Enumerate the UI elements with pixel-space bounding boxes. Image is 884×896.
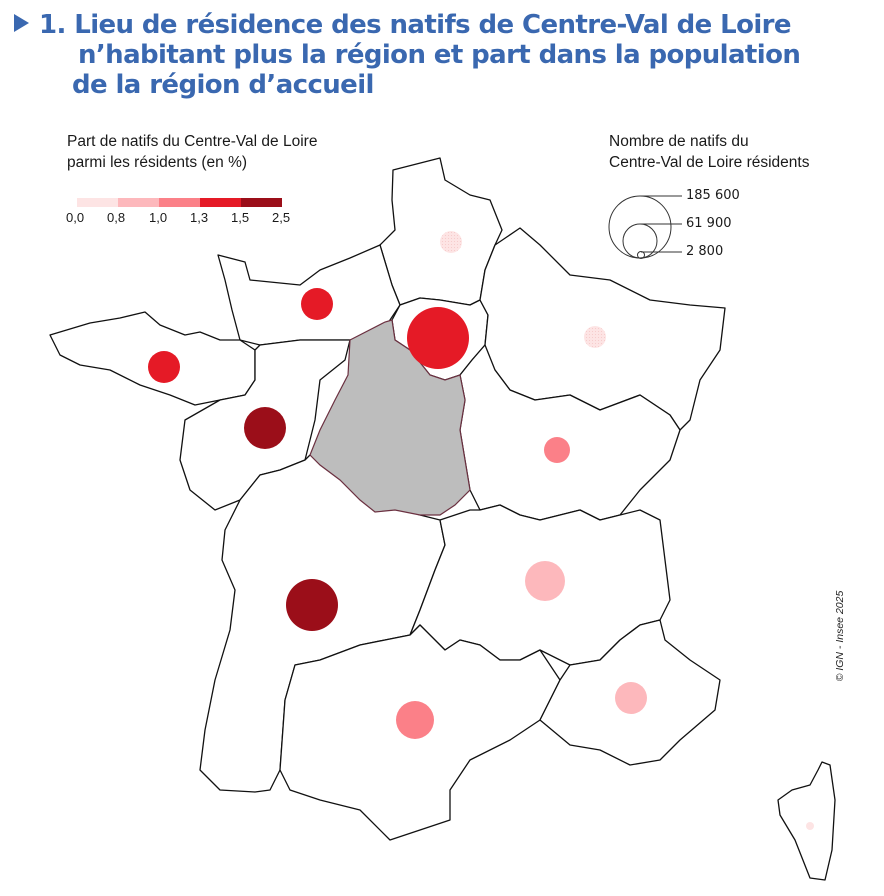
count-legend-values: 185 600 61 900 2 800 xyxy=(605,185,765,265)
bubble-corse xyxy=(806,822,814,830)
title-number: 1. xyxy=(39,10,66,40)
scale-label: 1,5 xyxy=(231,210,250,225)
share-scale-labels: 0,0 0,8 1,0 1,3 1,5 2,5 xyxy=(66,210,306,228)
count-legend-large: 185 600 xyxy=(686,188,740,203)
bubble-grand-est xyxy=(584,326,606,348)
title-line-2: n’habitant plus la région et part dans l… xyxy=(78,40,801,70)
map-title: 1. Lieu de résidence des natifs de Centr… xyxy=(14,10,874,100)
copyright-notice: © IGN - Insee 2025 xyxy=(834,590,846,682)
title-line-3: de la région d’accueil xyxy=(72,70,374,100)
count-legend-small: 2 800 xyxy=(686,244,724,259)
bubble-nouvelle-aquitaine xyxy=(286,579,338,631)
bubble-pays-de-la-loire xyxy=(244,407,286,449)
count-legend-title: Nombre de natifs du Centre-Val de Loire … xyxy=(609,131,809,173)
bubble-provence-alpes-cote-dazur xyxy=(615,682,647,714)
scale-label: 1,3 xyxy=(190,210,209,225)
count-legend-title-line-1: Nombre de natifs du xyxy=(609,133,749,150)
bubble-bourgogne-franche-comte xyxy=(544,437,570,463)
scale-label: 0,0 xyxy=(66,210,85,225)
scale-label: 2,5 xyxy=(272,210,291,225)
swatch-1-3-1-5 xyxy=(200,198,241,207)
swatch-1-5-2-5 xyxy=(241,198,282,207)
share-legend-title-line-2: parmi les résidents (en %) xyxy=(67,154,248,171)
region-corse xyxy=(777,761,836,881)
size-legend-circles xyxy=(608,195,682,259)
title-line-1: Lieu de résidence des natifs de Centre-V… xyxy=(74,10,791,40)
bubble-normandie xyxy=(301,288,333,320)
scale-label: 0,8 xyxy=(107,210,126,225)
count-legend-title-line-2: Centre-Val de Loire résidents xyxy=(609,154,810,171)
bubble-occitanie xyxy=(396,701,434,739)
triangle-bullet-icon xyxy=(14,14,29,32)
share-legend-title: Part de natifs du Centre-Val de Loire pa… xyxy=(67,131,317,173)
bubble-bretagne xyxy=(148,351,180,383)
share-color-scale xyxy=(77,198,282,207)
bubble-hauts-de-france xyxy=(440,231,462,253)
bubble-layer xyxy=(148,231,814,830)
scale-label: 1,0 xyxy=(149,210,168,225)
swatch-0-0-8 xyxy=(77,198,118,207)
swatch-1-0-1-3 xyxy=(159,198,200,207)
bubble-ile-de-france xyxy=(407,307,469,369)
swatch-0-8-1-0 xyxy=(118,198,159,207)
bubble-auvergne-rhone-alpes xyxy=(525,561,565,601)
share-legend-title-line-1: Part de natifs du Centre-Val de Loire xyxy=(67,133,318,150)
count-legend-medium: 61 900 xyxy=(686,216,732,231)
